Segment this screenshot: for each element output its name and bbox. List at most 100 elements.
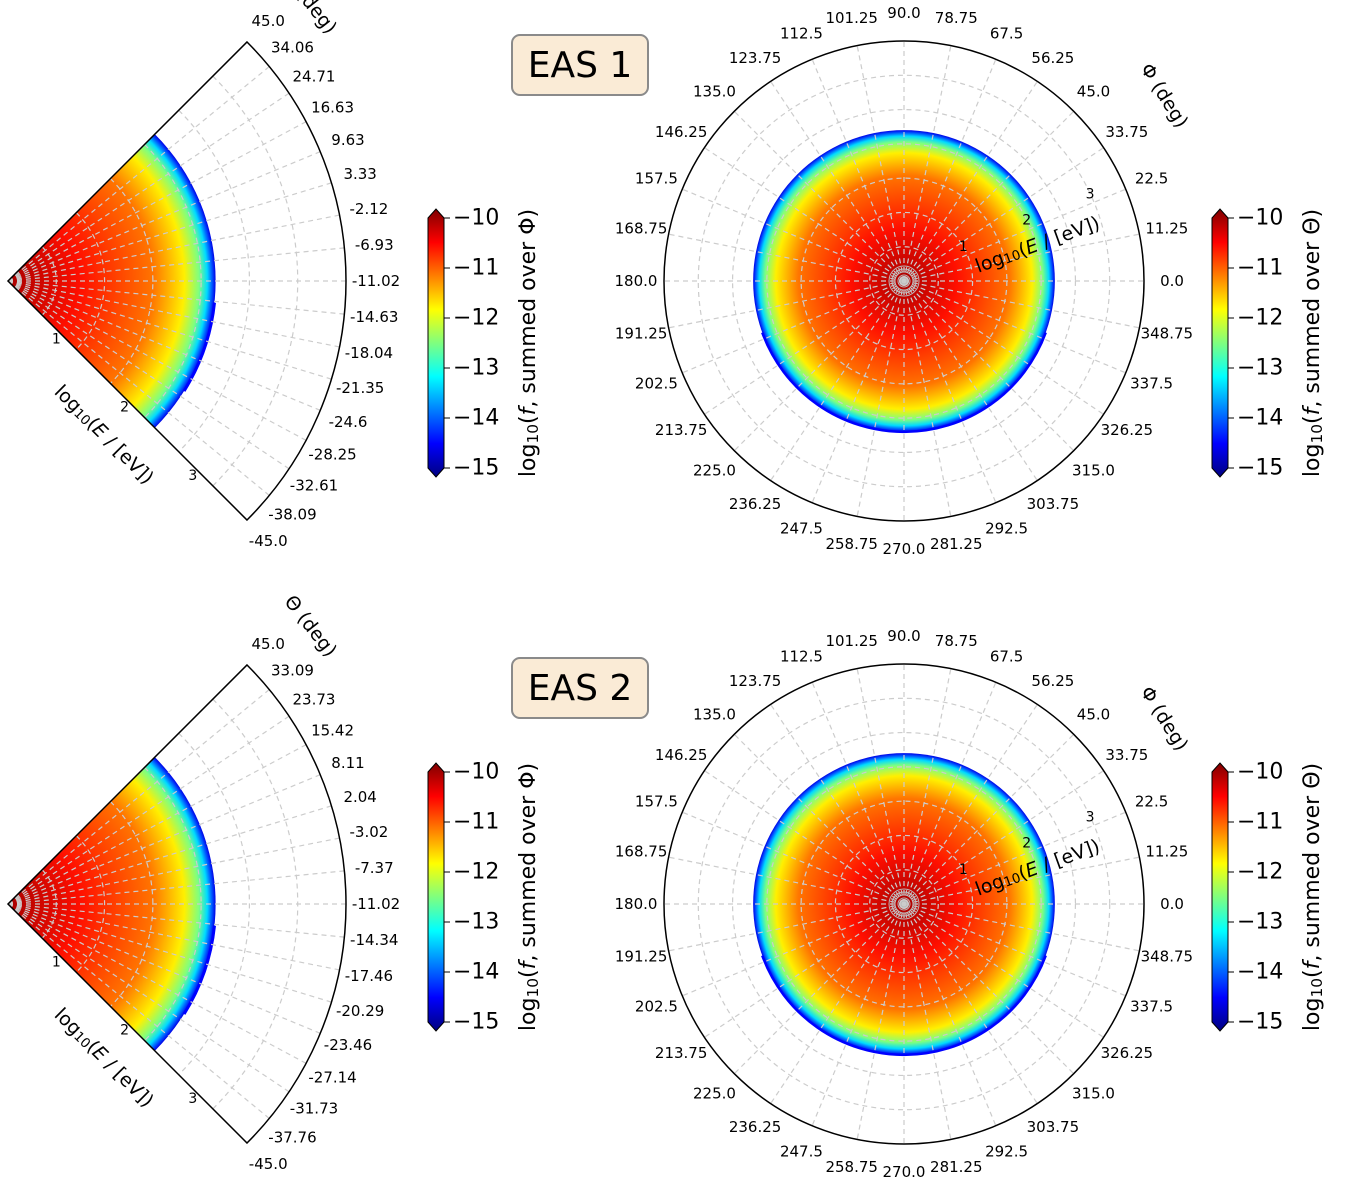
phi-gridline (903, 280, 952, 517)
phi-tick-label: 303.75 (1027, 1118, 1080, 1136)
theta-gridline (7, 66, 270, 282)
phi-gridline (903, 280, 1126, 374)
theta-gridline (7, 151, 321, 282)
colorbar-tick-label: −13 (453, 356, 499, 381)
r-gridline (834, 834, 974, 974)
phi-tick-label: 101.25 (825, 632, 878, 650)
phi-tick-label: 168.75 (615, 220, 668, 238)
phi-tick-label: 56.25 (1031, 672, 1074, 690)
colorbar-tick-label: −14 (453, 406, 499, 431)
phi-gridline (668, 233, 905, 282)
phi-tick-label: 180.0 (615, 895, 658, 913)
theta-gridline (7, 280, 307, 441)
theta-tick-label: -24.6 (329, 413, 368, 431)
phi-gridline (682, 903, 905, 997)
r-tick-label: 1 (52, 331, 61, 347)
phi-tick-label: 146.25 (655, 123, 708, 141)
r-tick-label: 3 (1086, 186, 1095, 202)
r-gridline (834, 211, 974, 351)
phi-polar-panel-2: 0.0 11.25 22.5 33.75 45.056.25 67.5 78.75 90.0 1… (615, 4, 1194, 558)
phi-tick-label: 157.5 (635, 792, 678, 810)
eas-2-label: EAS 2 (511, 657, 649, 719)
colorbar-tick-label: −12 (1237, 306, 1283, 331)
phi-tick-label: 11.25 (1145, 843, 1188, 861)
phi-gridline (856, 668, 905, 905)
phi-gridline (704, 147, 905, 282)
r-tick-label: 3 (1086, 809, 1095, 825)
theta-gridline (7, 280, 270, 496)
theta-tick-label: -6.93 (355, 236, 394, 254)
phi-gridline (682, 188, 905, 282)
r-gridline (697, 697, 1111, 1111)
phi-gridline (770, 81, 905, 282)
phi-tick-label: 315.0 (1072, 1085, 1115, 1103)
r-tick-label: 2 (120, 400, 129, 416)
theta-tick-label: 24.71 (293, 68, 336, 86)
theta-gridline (7, 903, 345, 938)
phi-tick-label: 168.75 (615, 843, 668, 861)
center-ring (900, 900, 908, 908)
theta-gridline (7, 903, 270, 1119)
colorbar-tick-label: −14 (1237, 960, 1283, 985)
phi-gridline (856, 45, 905, 282)
phi-gridline (668, 280, 905, 329)
theta-gridline (7, 903, 321, 1034)
colorbar-4: −10 −11 −12 −13 −14 −15 log10(f, summed over Θ… (1211, 760, 1326, 1035)
phi-gridline (903, 110, 1075, 282)
phi-gridline (704, 280, 905, 415)
theta-gridline (7, 280, 321, 411)
colorbar-label: log10(f, summed over Φ) (516, 209, 542, 477)
theta-gridline (7, 182, 332, 282)
phi-tick-label: 281.25 (930, 535, 983, 553)
phi-tick-label: 78.75 (935, 632, 978, 650)
center-ring (900, 277, 908, 285)
r-gridline (212, 698, 299, 1110)
phi-gridline (903, 704, 1038, 905)
colorbar-bar (427, 208, 445, 478)
phi-gridline (668, 903, 905, 952)
phi-gridline (811, 280, 905, 503)
theta-axis-label: Θ (deg) (280, 591, 341, 661)
theta-tick-label: 8.11 (331, 754, 364, 772)
r-gridline (800, 177, 1008, 385)
colorbar-bar (1211, 762, 1229, 1032)
colorbar-tick-label: −11 (453, 256, 499, 281)
phi-tick-label: 22.5 (1135, 792, 1168, 810)
phi-gridline (856, 903, 905, 1140)
phi-tick-label: 0.0 (1160, 895, 1184, 913)
theta-tick-label: -23.46 (324, 1036, 372, 1054)
theta-tick-label: -14.63 (350, 308, 398, 326)
phi-gridline (903, 280, 1075, 452)
phi-tick-label: 135.0 (693, 82, 736, 100)
phi-tick-label: 191.25 (615, 324, 668, 342)
theta-tick-label: -7.37 (355, 859, 394, 877)
colorbar-1: −10 −11 −12 −13 −14 −15 log10(f, summed over Φ… (427, 206, 542, 481)
phi-gridline (903, 668, 952, 905)
theta-gridline (7, 214, 340, 282)
center-ring (894, 894, 914, 914)
colorbar-tick-label: −11 (1237, 810, 1283, 835)
phi-tick-label: 337.5 (1130, 998, 1173, 1016)
phi-tick-label: 281.25 (930, 1158, 983, 1176)
theta-tick-label: -27.14 (308, 1068, 356, 1086)
theta-gridline (7, 903, 307, 1064)
theta-field-rim (182, 302, 216, 392)
phi-tick-label: 67.5 (990, 647, 1023, 665)
theta-tick-label: -2.12 (350, 200, 389, 218)
phi-polar-panel-4: 0.0 11.25 22.5 33.75 45.056.25 67.5 78.75 90.0 1… (615, 627, 1194, 1181)
phi-field-rim (761, 332, 1047, 434)
phi-gridline (903, 188, 1126, 282)
phi-tick-label: 90.0 (887, 4, 920, 22)
phi-gridline (704, 770, 905, 905)
center-ring (888, 888, 920, 920)
phi-tick-label: 326.25 (1101, 1044, 1154, 1062)
theta-tick-label: -14.34 (350, 931, 398, 949)
eas-1-label: EAS 1 (511, 34, 649, 96)
phi-gridline (903, 811, 1126, 905)
theta-gridline (7, 715, 290, 905)
r-gridline (869, 246, 939, 316)
center-ring (897, 897, 911, 911)
r-gridline (75, 212, 106, 350)
phi-tick-label: 292.5 (985, 1143, 1028, 1161)
